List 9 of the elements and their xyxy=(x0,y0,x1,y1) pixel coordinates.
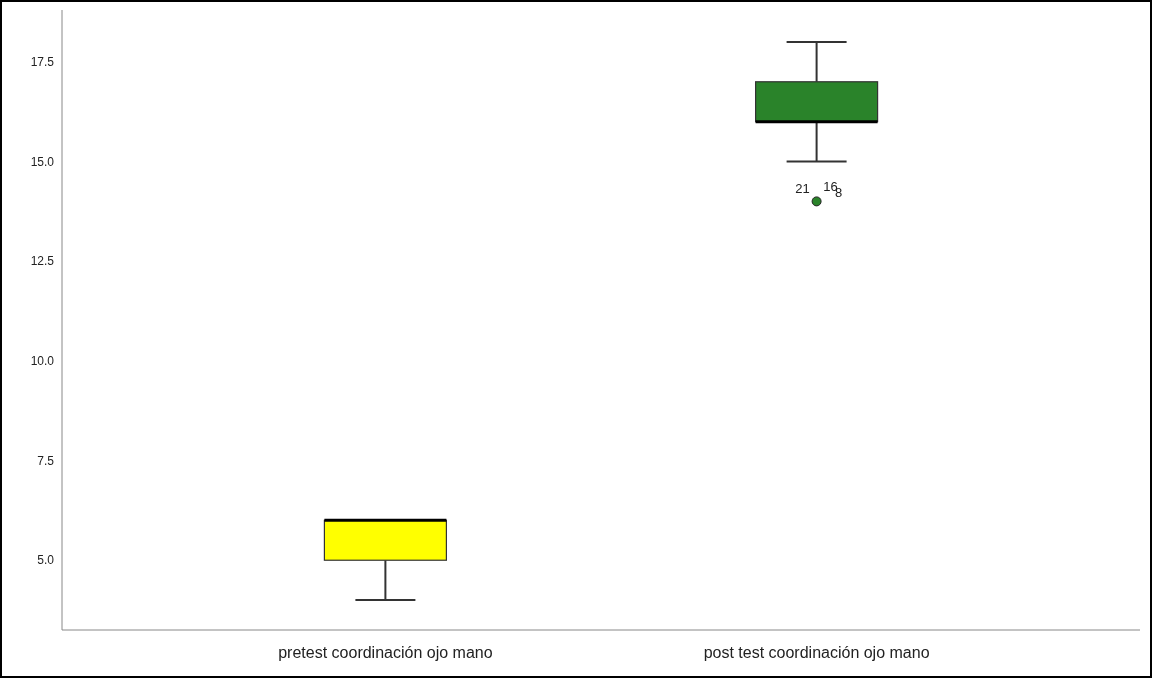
y-tick-label: 10.0 xyxy=(30,354,55,369)
y-tick-label: 15.0 xyxy=(30,154,55,169)
annotation: 21 xyxy=(795,181,810,197)
x-tick-label: post test coordinación ojo mano xyxy=(703,644,930,661)
y-tick-label: 5.0 xyxy=(37,553,55,568)
y-tick-label: 7.5 xyxy=(37,453,55,468)
y-tick-label: 17.5 xyxy=(30,55,55,70)
x-tick-label: pretest coordinación ojo mano xyxy=(278,644,493,661)
y-tick-label: 12.5 xyxy=(30,254,55,269)
